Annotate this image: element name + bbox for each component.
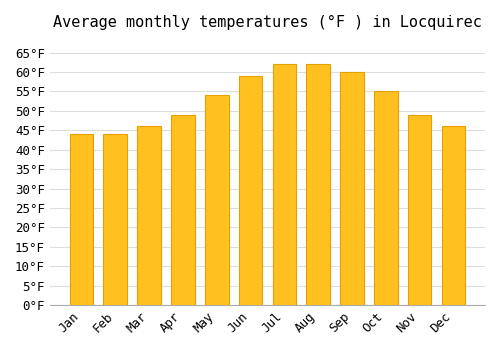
Bar xyxy=(408,115,432,305)
Bar xyxy=(272,64,296,305)
Bar xyxy=(340,72,364,305)
Bar xyxy=(238,76,262,305)
Title: Average monthly temperatures (°F ) in Locquirec: Average monthly temperatures (°F ) in Lo… xyxy=(53,15,482,30)
Bar xyxy=(306,64,330,305)
Bar xyxy=(374,91,398,305)
Bar xyxy=(171,115,194,305)
Bar xyxy=(442,126,465,305)
Bar xyxy=(70,134,94,305)
Bar xyxy=(104,134,127,305)
Bar xyxy=(138,126,161,305)
Bar xyxy=(205,95,229,305)
